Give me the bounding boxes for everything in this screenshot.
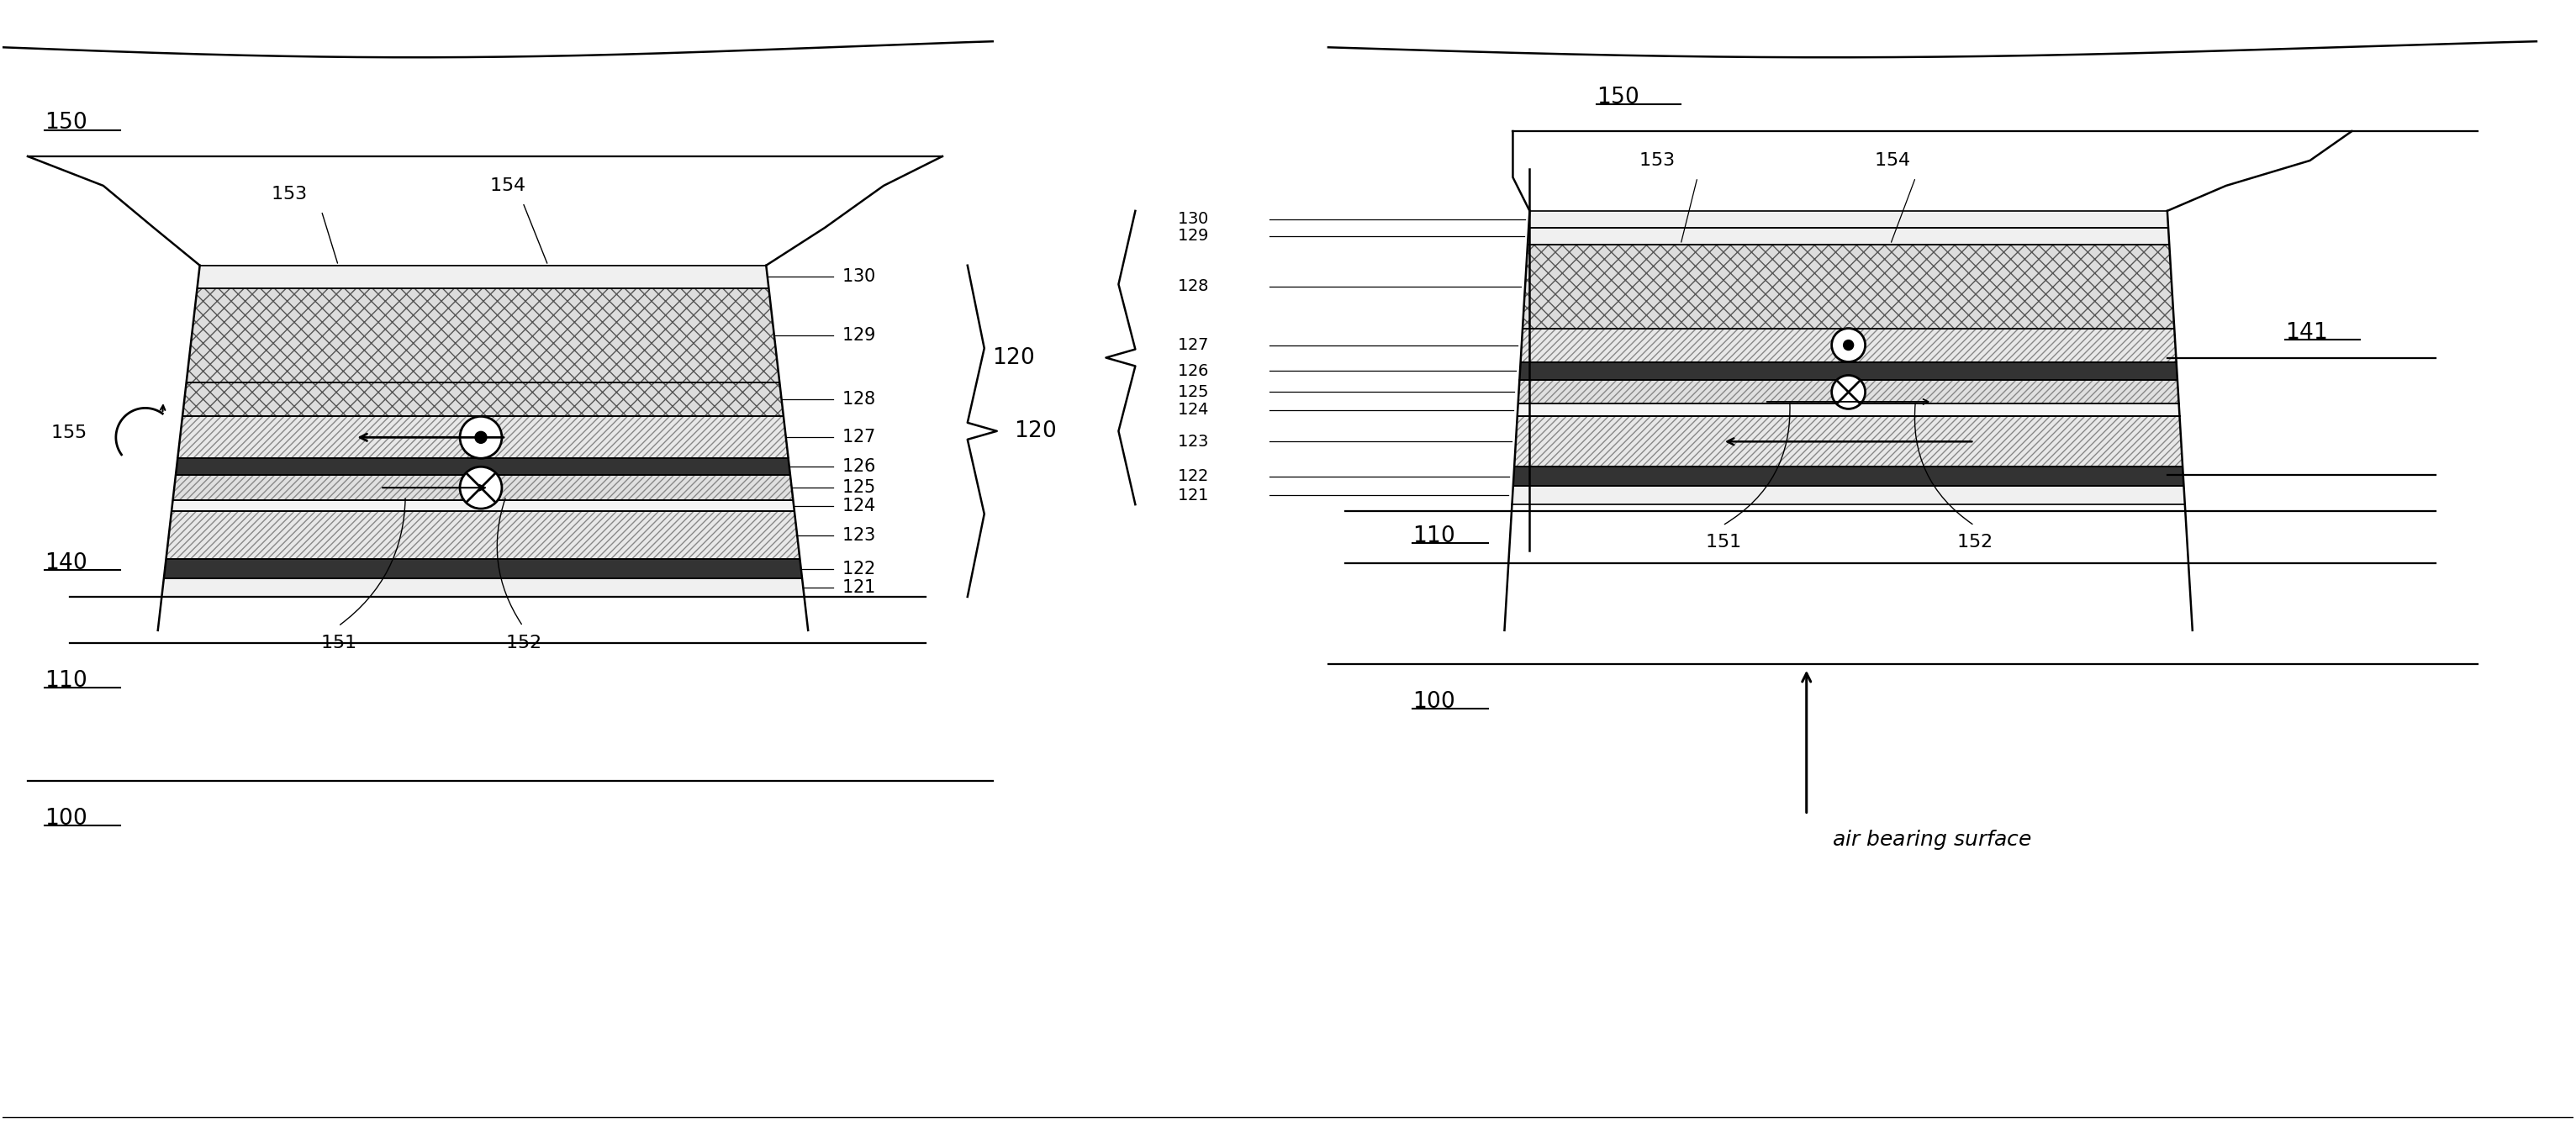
Text: $\it{127}$: $\it{127}$ — [842, 429, 876, 445]
Text: $\it{110}$: $\it{110}$ — [44, 670, 88, 691]
Text: $\it{125}$: $\it{125}$ — [1177, 384, 1208, 400]
Polygon shape — [1517, 404, 2179, 417]
Text: $\it{120}$: $\it{120}$ — [992, 346, 1036, 369]
Circle shape — [1832, 376, 1865, 409]
Text: $\it{140}$: $\it{140}$ — [44, 552, 88, 574]
Text: $\it{129}$: $\it{129}$ — [1177, 228, 1208, 244]
Text: $\it{110}$: $\it{110}$ — [1412, 525, 1455, 548]
Polygon shape — [1528, 228, 2169, 245]
Circle shape — [1832, 328, 1865, 362]
Polygon shape — [165, 559, 801, 579]
Text: $\it{128}$: $\it{128}$ — [842, 391, 876, 408]
Text: $\it{155}$: $\it{155}$ — [52, 425, 88, 442]
Text: $\it{122}$: $\it{122}$ — [842, 560, 876, 577]
Polygon shape — [165, 511, 801, 559]
Text: $\it{123}$: $\it{123}$ — [1177, 434, 1208, 450]
Text: $\it{154}$: $\it{154}$ — [489, 178, 526, 194]
Polygon shape — [1528, 211, 2169, 228]
Circle shape — [461, 467, 502, 509]
Text: $\it{152}$: $\it{152}$ — [1958, 534, 1991, 550]
Text: $\it{120}$: $\it{120}$ — [1012, 420, 1056, 442]
Text: $\it{130}$: $\it{130}$ — [842, 269, 876, 285]
Text: $\it{141}$: $\it{141}$ — [2285, 321, 2326, 344]
Polygon shape — [1520, 328, 2177, 362]
Polygon shape — [162, 579, 804, 597]
Text: $\it{127}$: $\it{127}$ — [1177, 337, 1208, 353]
Text: $\it{130}$: $\it{130}$ — [1177, 212, 1208, 228]
Polygon shape — [1520, 362, 2177, 380]
Polygon shape — [178, 417, 788, 458]
Text: $\it{151}$: $\it{151}$ — [1705, 534, 1741, 550]
Text: $\it{151}$: $\it{151}$ — [319, 634, 355, 652]
Polygon shape — [173, 500, 793, 511]
Text: $\it{100}$: $\it{100}$ — [44, 809, 88, 830]
Polygon shape — [173, 475, 793, 500]
Text: $\it{125}$: $\it{125}$ — [842, 480, 876, 497]
Text: $\it{153}$: $\it{153}$ — [1638, 153, 1674, 169]
Text: $\it{124}$: $\it{124}$ — [842, 498, 876, 514]
Polygon shape — [175, 458, 791, 475]
Polygon shape — [1512, 467, 2184, 486]
Text: $\it{121}$: $\it{121}$ — [1177, 487, 1208, 503]
Text: $\it{123}$: $\it{123}$ — [842, 526, 876, 543]
Polygon shape — [183, 383, 783, 417]
Text: $\it{152}$: $\it{152}$ — [505, 634, 541, 652]
Text: $\it{154}$: $\it{154}$ — [1873, 153, 1909, 169]
Text: $\it{121}$: $\it{121}$ — [842, 579, 876, 596]
Text: $\it{153}$: $\it{153}$ — [270, 186, 307, 203]
Text: $\it{126}$: $\it{126}$ — [1177, 363, 1208, 379]
Text: $\it{150}$: $\it{150}$ — [1597, 87, 1638, 108]
Text: $\it{150}$: $\it{150}$ — [44, 112, 88, 133]
Polygon shape — [185, 288, 781, 383]
Text: $\it{129}$: $\it{129}$ — [842, 327, 876, 344]
Circle shape — [461, 417, 502, 458]
Polygon shape — [1517, 380, 2179, 404]
Text: $\it{100}$: $\it{100}$ — [1412, 690, 1455, 713]
Text: $\it{124}$: $\it{124}$ — [1177, 402, 1208, 418]
Circle shape — [474, 432, 487, 443]
Circle shape — [1844, 341, 1855, 350]
Polygon shape — [1522, 245, 2174, 328]
Text: $\it{128}$: $\it{128}$ — [1177, 278, 1208, 294]
Polygon shape — [1512, 486, 2184, 505]
Polygon shape — [198, 265, 768, 288]
Polygon shape — [1515, 417, 2182, 467]
Text: $\it{air\ bearing\ surface}$: $\it{air\ bearing\ surface}$ — [1832, 828, 2032, 852]
Text: $\it{122}$: $\it{122}$ — [1177, 468, 1208, 484]
Text: $\it{126}$: $\it{126}$ — [842, 458, 876, 475]
